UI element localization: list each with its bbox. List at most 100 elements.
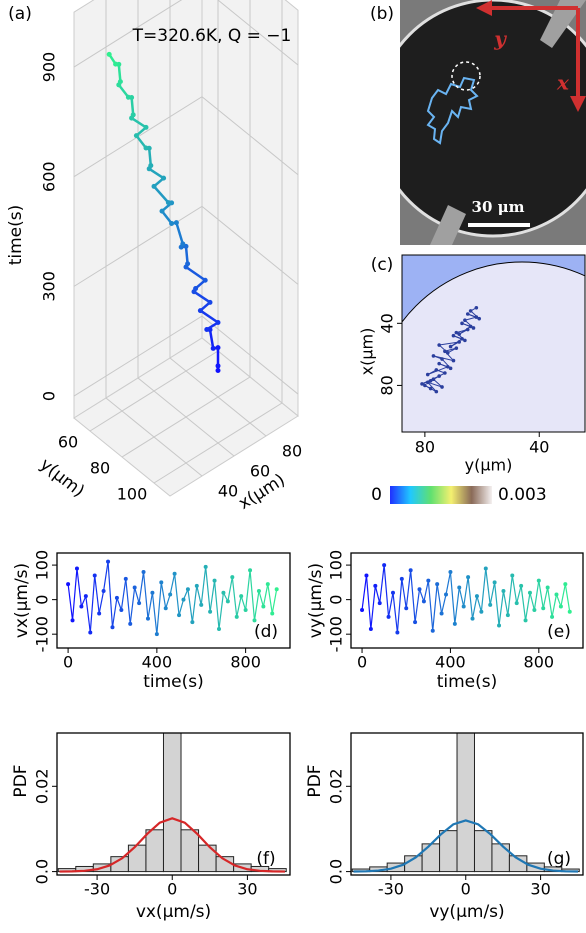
- series-point: [505, 613, 510, 618]
- series-segment: [441, 594, 447, 614]
- x-axis-label: y(μm): [465, 456, 513, 475]
- series-point: [413, 620, 418, 625]
- x-axis-label: vx(μm/s): [136, 902, 211, 922]
- trajectory-point: [133, 133, 139, 139]
- y-tick-label: 40: [378, 313, 397, 333]
- series-point: [243, 608, 248, 612]
- trajectory-segment: [450, 338, 463, 348]
- y-tick-label: -100: [327, 616, 346, 652]
- series-point: [154, 632, 159, 637]
- series-segment: [427, 580, 434, 631]
- series-point: [194, 583, 199, 588]
- trajectory-point: [465, 312, 470, 316]
- trajectory-segment: [470, 310, 480, 320]
- x-tick-label: 800: [230, 653, 261, 672]
- series-point: [536, 578, 541, 583]
- series-point: [452, 621, 457, 626]
- trajectory-point: [451, 358, 456, 363]
- series-segment: [245, 570, 251, 611]
- series-point: [256, 589, 261, 593]
- plot-frame: [56, 732, 291, 876]
- series-point: [234, 614, 239, 619]
- series-segment: [98, 590, 105, 614]
- trajectory-segment: [185, 265, 206, 282]
- y-axis-label: PDF: [11, 764, 31, 797]
- trajectory-point: [460, 321, 464, 326]
- x-axis-label: time(s): [143, 672, 204, 692]
- y-tick-label: 80: [378, 375, 397, 395]
- x-tick-label: 400: [435, 653, 466, 672]
- series-segment: [227, 577, 233, 602]
- trajectory-point: [125, 94, 131, 100]
- y-axis-label: x(μm): [358, 328, 377, 376]
- panel-label: (d): [254, 622, 278, 642]
- trajectory-point: [173, 220, 179, 226]
- histogram-bar: [421, 843, 441, 873]
- plot-frame: [350, 732, 584, 876]
- trajectory-point: [434, 389, 439, 394]
- series-point: [92, 573, 97, 578]
- series-point: [172, 571, 177, 576]
- trajectory-point: [474, 305, 479, 310]
- z-tick-label: 600: [40, 161, 59, 192]
- series-point: [141, 570, 146, 574]
- grid-line: [169, 0, 267, 437]
- y-tick-label: 80: [90, 459, 110, 478]
- plot-area: [66, 559, 279, 637]
- series-point: [190, 620, 195, 625]
- y-tick-label: -100: [33, 616, 52, 652]
- x-axis-label: vy(μm/s): [429, 902, 504, 922]
- series-segment: [516, 585, 522, 604]
- series-point: [270, 611, 275, 616]
- plot-area: [351, 733, 580, 873]
- series-point: [448, 570, 453, 574]
- panel-label: (f): [256, 849, 275, 869]
- series-segment: [418, 589, 425, 602]
- series-point: [123, 576, 128, 581]
- series-segment: [236, 596, 242, 618]
- y-axis-label: vx(μm/s): [12, 563, 32, 638]
- trajectory-point: [454, 330, 459, 335]
- x-tick-label: 40: [529, 438, 549, 457]
- trajectory-segment: [153, 185, 170, 204]
- series-segment: [71, 568, 78, 621]
- series-point: [74, 566, 79, 571]
- series-segment: [249, 570, 256, 621]
- trajectory-point: [437, 361, 441, 366]
- series-segment: [89, 575, 96, 633]
- series-point: [519, 583, 524, 588]
- panel-label: (c): [371, 255, 394, 275]
- series-segment: [436, 584, 443, 614]
- trajectory-point: [215, 367, 221, 373]
- y-tick-label: 60: [58, 433, 78, 452]
- series-segment: [111, 597, 118, 628]
- series-segment: [160, 582, 167, 609]
- series-segment: [129, 587, 136, 624]
- series-point: [216, 627, 221, 631]
- series-segment: [414, 589, 421, 623]
- grid-line: [73, 0, 299, 68]
- electrode: [540, 0, 586, 48]
- series-point: [364, 573, 369, 578]
- trajectory-point: [202, 277, 208, 283]
- series-segment: [191, 585, 198, 623]
- trajectory-point: [161, 175, 167, 181]
- annotation: T=320.6K, Q = −1: [132, 26, 292, 46]
- series-point: [483, 566, 488, 571]
- series-segment: [151, 592, 158, 635]
- trajectory-point: [130, 112, 136, 118]
- series-segment: [271, 589, 278, 614]
- trajectory-point: [420, 382, 424, 386]
- series-point: [408, 568, 413, 573]
- trajectory-point: [204, 326, 210, 332]
- series-segment: [392, 592, 398, 633]
- trajectory-point: [215, 363, 221, 369]
- z-tick-label: 0: [40, 391, 59, 401]
- series-point: [457, 585, 462, 590]
- series-segment: [365, 575, 372, 630]
- series-segment: [529, 592, 535, 611]
- series-segment: [205, 566, 211, 612]
- series-segment: [76, 568, 83, 607]
- plot-area: [420, 305, 482, 394]
- series-segment: [396, 578, 403, 633]
